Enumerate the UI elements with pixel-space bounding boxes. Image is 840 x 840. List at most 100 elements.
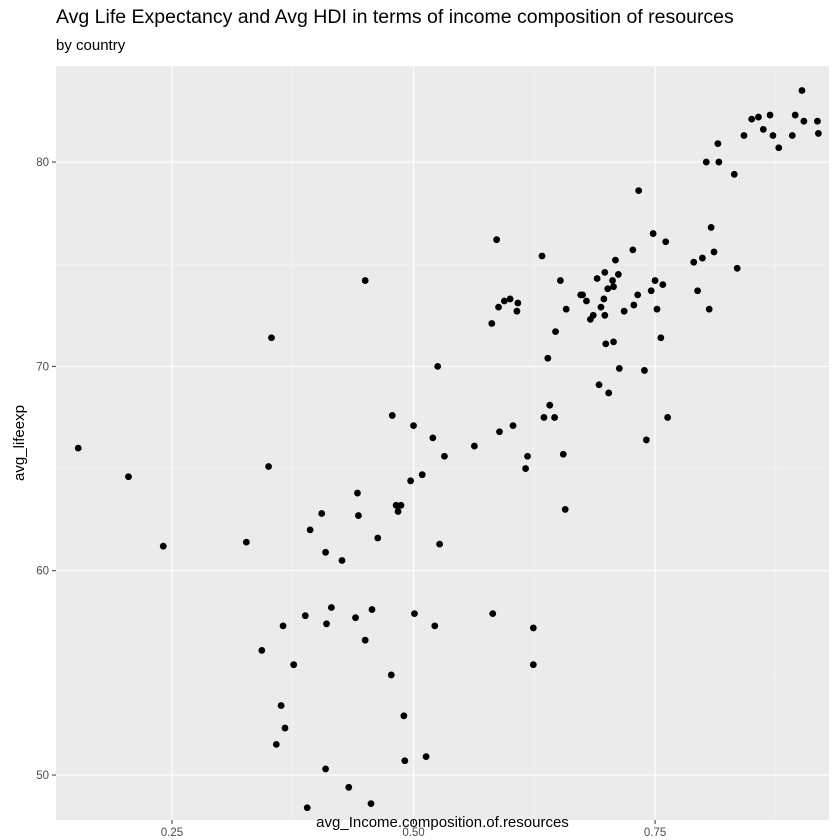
data-point — [318, 510, 326, 517]
data-point — [434, 362, 442, 370]
data-point — [653, 305, 661, 313]
data-point — [489, 610, 497, 618]
data-point — [279, 622, 287, 630]
data-point — [361, 636, 369, 644]
data-point — [593, 275, 601, 282]
data-point — [814, 130, 822, 137]
data-point — [602, 340, 610, 348]
data-point — [506, 295, 514, 303]
data-point — [630, 301, 638, 309]
data-point — [702, 158, 710, 166]
data-point — [559, 450, 567, 458]
data-point — [579, 291, 587, 299]
data-point — [597, 303, 605, 311]
data-point — [159, 542, 167, 550]
data-point — [394, 508, 402, 515]
data-point — [798, 87, 806, 94]
data-point — [488, 320, 496, 327]
data-point — [690, 258, 698, 266]
data-point — [705, 305, 713, 313]
tick-labels: 0.25 0.50 0.75 50 60 70 80 — [36, 157, 666, 839]
data-point — [649, 230, 657, 237]
data-point — [306, 526, 314, 534]
data-point — [338, 557, 346, 564]
chart-title: Avg Life Expectancy and Avg HDI in terms… — [56, 6, 734, 28]
data-point — [368, 606, 376, 613]
data-point — [500, 297, 508, 305]
data-point — [694, 287, 701, 295]
data-point — [540, 414, 548, 421]
data-point — [769, 132, 777, 139]
y-tick-label: 50 — [36, 770, 49, 782]
data-point — [604, 285, 612, 293]
data-point — [710, 248, 718, 256]
x-tick-label: 0.50 — [402, 827, 424, 839]
data-point — [441, 452, 448, 460]
data-points — [74, 87, 822, 812]
data-point — [272, 740, 280, 748]
data-point — [422, 753, 430, 761]
data-point — [583, 297, 590, 305]
data-point — [544, 354, 552, 362]
data-point — [429, 434, 437, 442]
data-point — [400, 712, 408, 720]
data-point — [766, 111, 774, 119]
y-axis-title: avg_lifeexp — [11, 405, 28, 481]
data-point — [281, 724, 289, 732]
data-point — [546, 401, 554, 409]
data-point — [268, 334, 275, 342]
data-point — [538, 252, 546, 260]
data-point — [733, 264, 741, 272]
data-point — [355, 512, 362, 519]
data-point — [642, 436, 650, 444]
data-point — [730, 170, 738, 178]
data-point — [651, 277, 659, 284]
data-point — [514, 299, 522, 307]
data-point — [759, 125, 767, 133]
data-point — [699, 254, 706, 262]
data-point — [748, 115, 756, 123]
data-point — [495, 303, 502, 311]
data-point — [775, 144, 783, 152]
data-point — [615, 365, 623, 372]
x-tick-label: 0.75 — [644, 827, 666, 839]
data-point — [322, 548, 329, 556]
data-point — [715, 158, 723, 166]
data-point — [277, 702, 285, 709]
data-point — [814, 117, 821, 125]
data-point — [74, 444, 82, 452]
data-point — [714, 140, 722, 148]
data-point — [647, 287, 655, 295]
data-point — [290, 661, 298, 669]
minor-gridlines — [56, 66, 829, 820]
data-point — [634, 291, 642, 299]
x-tick-label: 0.25 — [161, 827, 183, 839]
data-point — [322, 765, 329, 773]
data-point — [436, 540, 444, 548]
data-point — [407, 477, 415, 485]
plot-panel — [56, 66, 829, 820]
data-point — [529, 661, 537, 669]
data-point — [411, 610, 418, 618]
data-point — [600, 295, 608, 303]
data-point — [513, 307, 521, 315]
data-point — [303, 804, 311, 812]
data-point — [610, 283, 617, 291]
data-point — [509, 422, 517, 430]
data-point — [589, 311, 597, 319]
data-point — [323, 620, 330, 628]
data-point — [496, 428, 503, 436]
data-point — [662, 238, 670, 246]
data-point — [387, 671, 395, 679]
data-point — [361, 277, 369, 284]
axis-ticks — [52, 161, 656, 824]
y-tick-label: 70 — [36, 361, 49, 373]
data-point — [657, 334, 665, 342]
data-point — [392, 501, 400, 509]
data-point — [352, 614, 359, 622]
data-point — [388, 412, 396, 419]
data-point — [258, 647, 266, 654]
data-point — [707, 224, 715, 231]
data-point — [125, 473, 132, 481]
